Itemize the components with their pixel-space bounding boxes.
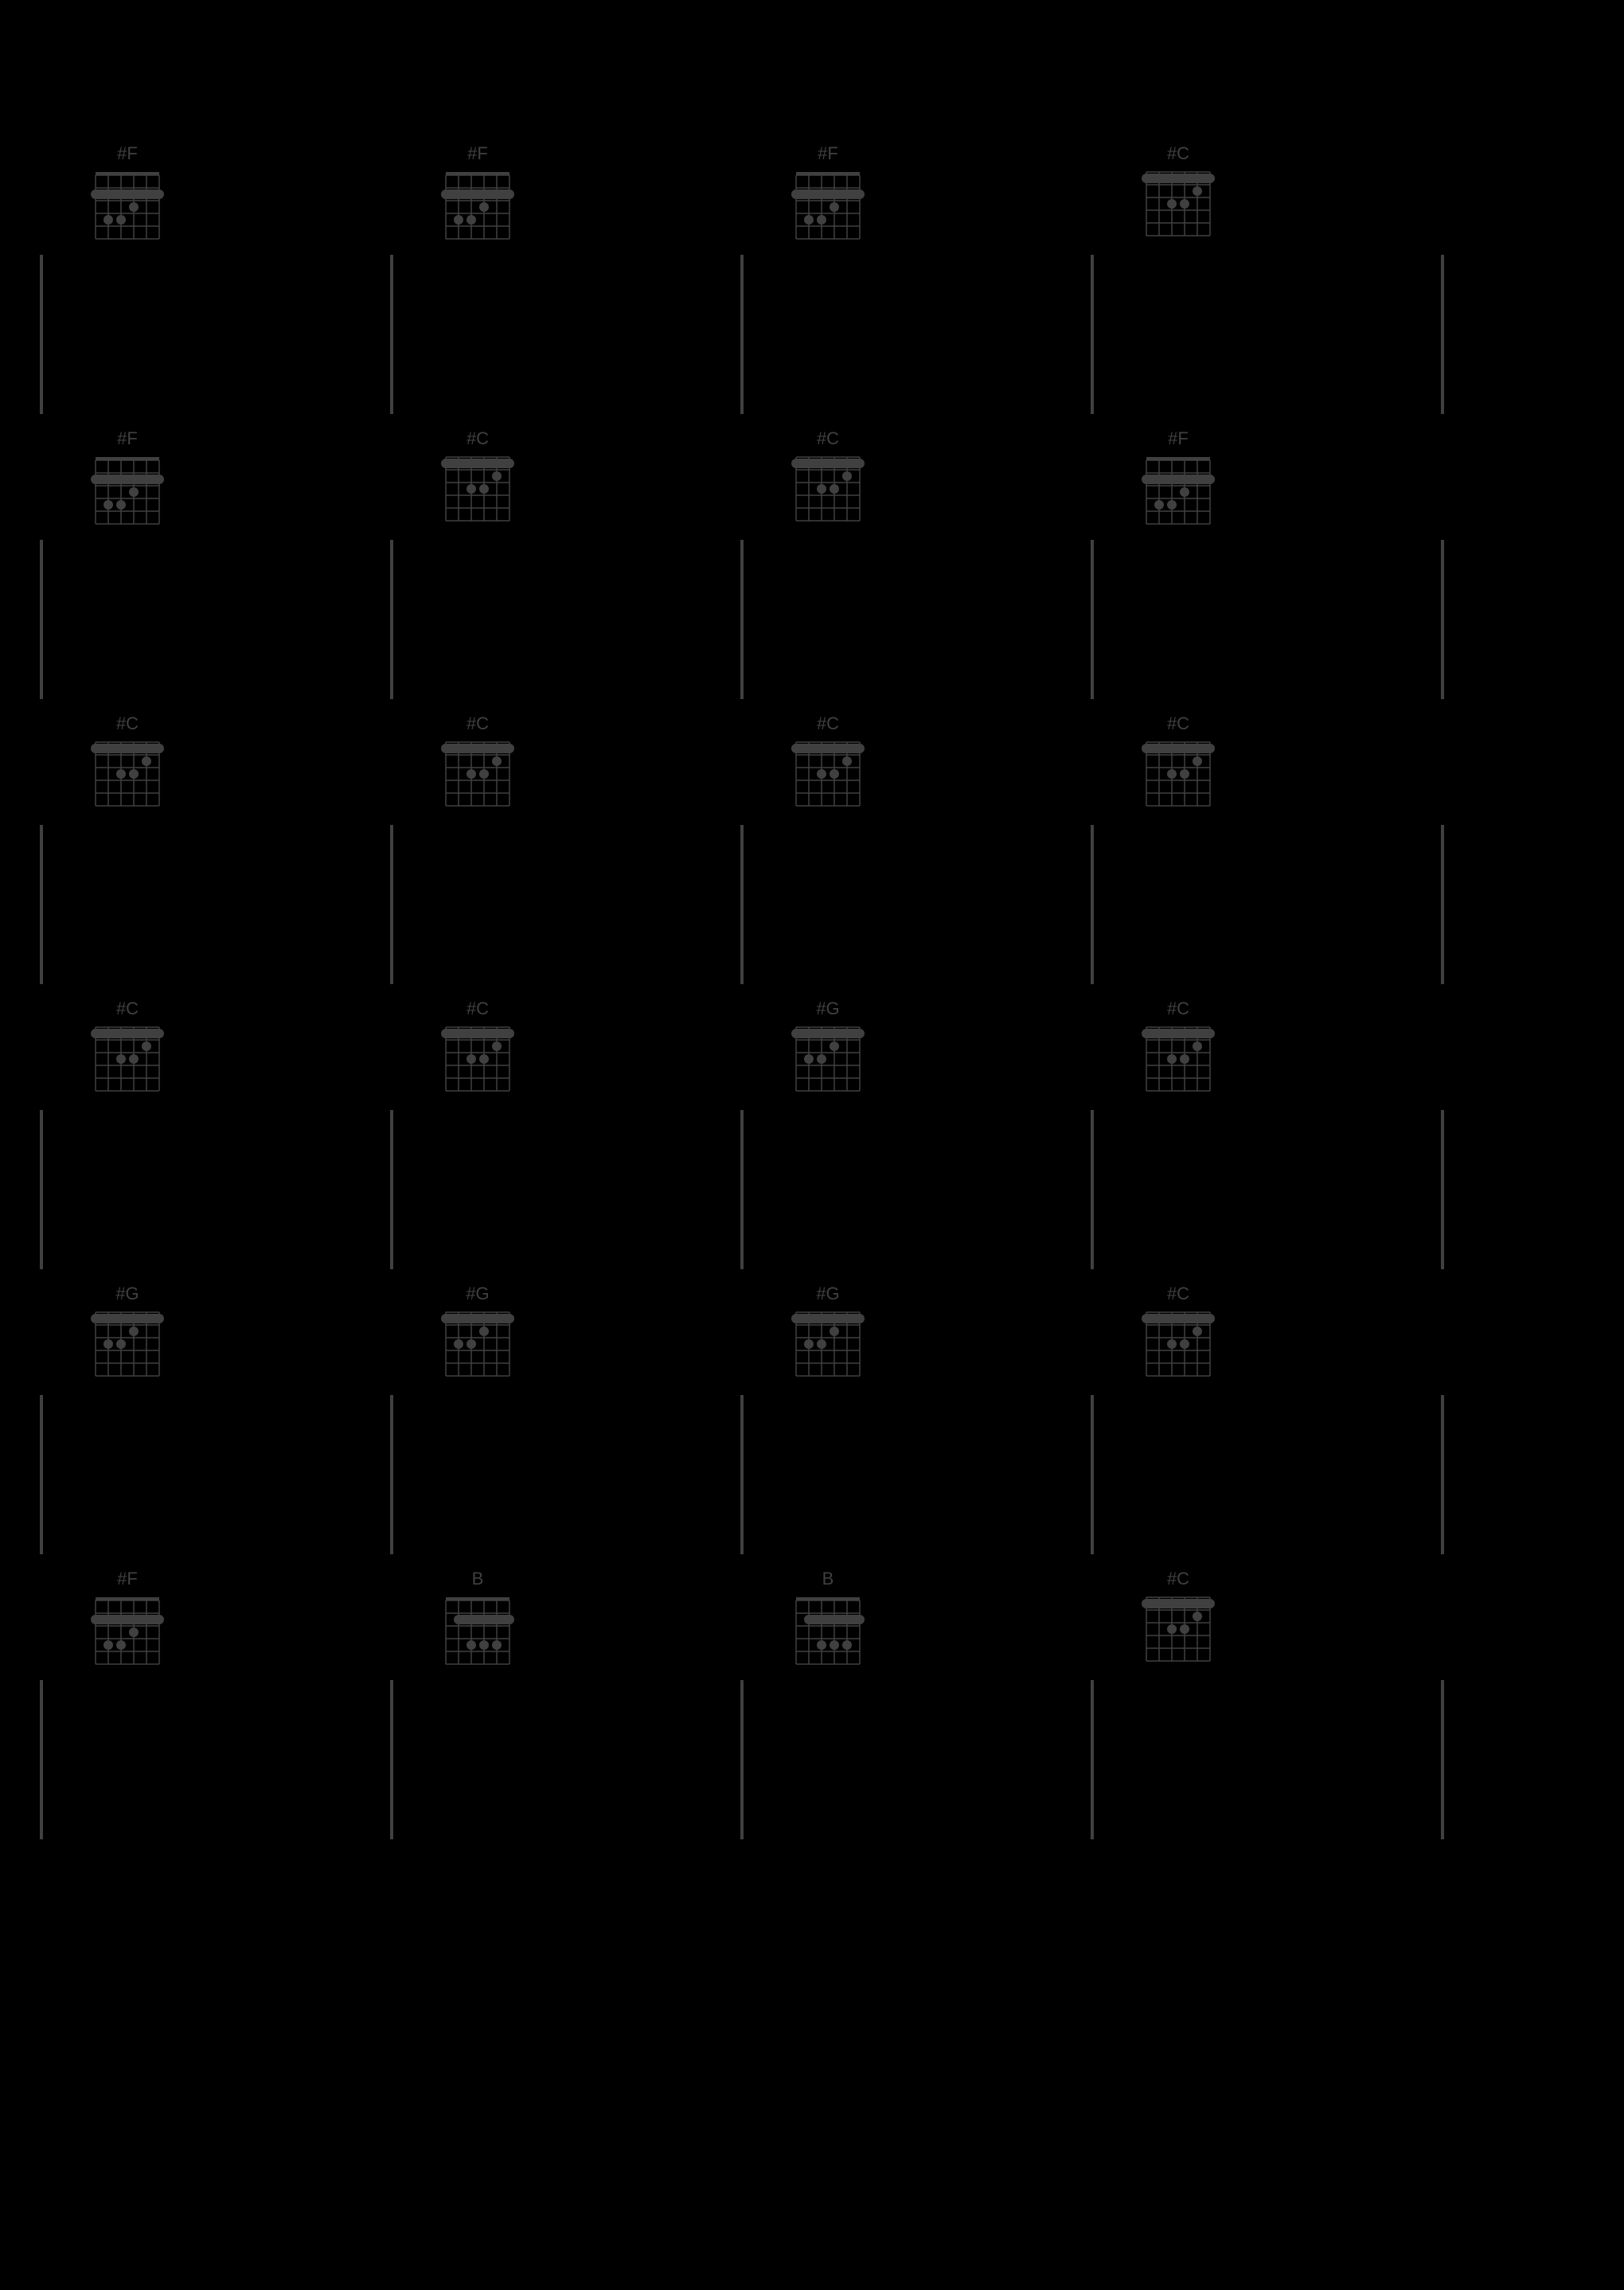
chord-label: #C	[96, 998, 159, 1019]
chord-label: #G	[796, 1284, 860, 1304]
barline	[40, 1395, 43, 1554]
chord-label: #F	[96, 143, 159, 164]
chord-diagram	[788, 164, 868, 248]
chord-diagram	[88, 1304, 167, 1389]
barline	[40, 1680, 43, 1839]
chord-label: B	[796, 1569, 860, 1589]
barline	[40, 1110, 43, 1269]
chord-label: #G	[96, 1284, 159, 1304]
barline	[1091, 1680, 1094, 1839]
barline	[390, 255, 393, 414]
barline	[1091, 825, 1094, 984]
chord-label: #F	[446, 143, 509, 164]
chord-diagram	[788, 1589, 868, 1674]
chord-label: #C	[1146, 1284, 1210, 1304]
barline	[740, 1395, 744, 1554]
barline	[1091, 255, 1094, 414]
chord-diagram	[1138, 449, 1218, 533]
barline	[390, 1680, 393, 1839]
chord-diagram	[438, 449, 517, 533]
chord-diagram	[788, 1304, 868, 1389]
barline	[1441, 1110, 1444, 1269]
chord-diagram	[788, 1019, 868, 1104]
chord-diagram	[1138, 1304, 1218, 1389]
chord-diagram	[788, 449, 868, 533]
barline	[1441, 540, 1444, 699]
barline	[1091, 1110, 1094, 1269]
barline	[40, 255, 43, 414]
barline	[40, 540, 43, 699]
barline	[1441, 255, 1444, 414]
barline	[1091, 540, 1094, 699]
barline	[390, 540, 393, 699]
chord-label: B	[446, 1569, 509, 1589]
chord-diagram	[788, 734, 868, 819]
barline	[740, 540, 744, 699]
barline	[390, 825, 393, 984]
chord-label: #F	[796, 143, 860, 164]
chord-label: #G	[446, 1284, 509, 1304]
barline	[40, 825, 43, 984]
barline	[390, 1110, 393, 1269]
chord-label: #F	[1146, 428, 1210, 449]
chord-diagram	[88, 1019, 167, 1104]
chord-label: #C	[796, 713, 860, 734]
barline	[1441, 1395, 1444, 1554]
barline	[1441, 1680, 1444, 1839]
chord-label: #G	[796, 998, 860, 1019]
chord-diagram	[1138, 164, 1218, 248]
chord-diagram	[88, 449, 167, 533]
barline	[390, 1395, 393, 1554]
chord-diagram	[88, 164, 167, 248]
chord-label: #C	[446, 998, 509, 1019]
barline	[740, 1110, 744, 1269]
barline	[740, 1680, 744, 1839]
chord-label: #C	[1146, 998, 1210, 1019]
chord-label: #C	[796, 428, 860, 449]
chord-diagram	[88, 1589, 167, 1674]
chord-diagram	[1138, 1589, 1218, 1674]
barline	[1441, 825, 1444, 984]
chord-diagram	[1138, 1019, 1218, 1104]
barline	[740, 825, 744, 984]
chord-label: #C	[1146, 713, 1210, 734]
chord-label: #C	[446, 428, 509, 449]
chord-diagram	[438, 1019, 517, 1104]
chord-label: #C	[1146, 1569, 1210, 1589]
chord-label: #C	[1146, 143, 1210, 164]
barline	[1091, 1395, 1094, 1554]
chord-label: #F	[96, 1569, 159, 1589]
chord-diagram	[438, 1589, 517, 1674]
barline	[740, 255, 744, 414]
chord-label: #C	[446, 713, 509, 734]
chord-sheet-page: #F #F #F #C #F #C #C #F #C #C #C #C #C #C #G #C #G #G #G #C…	[0, 0, 1624, 2290]
chord-diagram	[438, 734, 517, 819]
chord-label: #C	[96, 713, 159, 734]
chord-label: #F	[96, 428, 159, 449]
chord-diagram	[1138, 734, 1218, 819]
chord-diagram	[438, 164, 517, 248]
chord-diagram	[438, 1304, 517, 1389]
chord-diagram	[88, 734, 167, 819]
